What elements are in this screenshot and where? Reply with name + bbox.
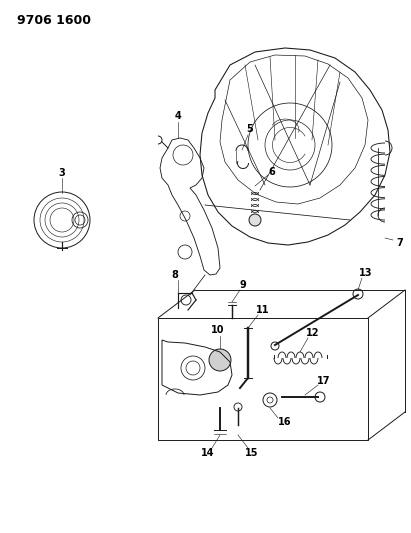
Text: 9706 1600: 9706 1600 bbox=[17, 14, 91, 27]
Circle shape bbox=[209, 349, 231, 371]
Text: 15: 15 bbox=[245, 448, 259, 458]
Text: 17: 17 bbox=[317, 376, 331, 386]
Text: 11: 11 bbox=[256, 305, 270, 315]
Text: 4: 4 bbox=[175, 111, 181, 121]
Text: 14: 14 bbox=[201, 448, 215, 458]
Text: 10: 10 bbox=[211, 325, 225, 335]
Text: 6: 6 bbox=[269, 167, 275, 177]
Text: 13: 13 bbox=[359, 268, 373, 278]
Circle shape bbox=[249, 214, 261, 226]
Text: 7: 7 bbox=[397, 238, 403, 248]
Text: 8: 8 bbox=[171, 270, 178, 280]
Text: 9: 9 bbox=[240, 280, 246, 290]
Text: 3: 3 bbox=[59, 168, 65, 178]
Text: 5: 5 bbox=[247, 124, 253, 134]
Text: 16: 16 bbox=[278, 417, 292, 427]
Text: 12: 12 bbox=[306, 328, 320, 338]
